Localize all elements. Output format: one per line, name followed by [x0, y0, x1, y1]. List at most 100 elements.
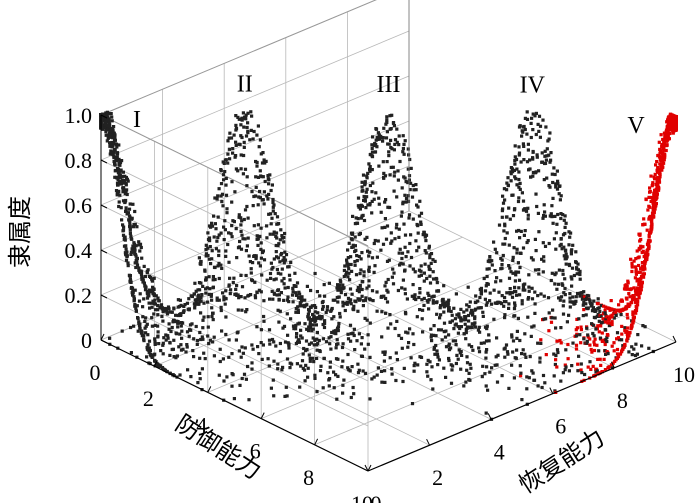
data-point-IV — [507, 302, 511, 306]
data-point-IV — [507, 243, 511, 247]
data-point-IV — [459, 325, 463, 329]
data-point-IV — [561, 304, 565, 308]
data-point-III — [419, 264, 423, 268]
data-point-III — [365, 286, 369, 290]
box-top-edge-left — [100, 0, 377, 116]
data-point-II — [244, 113, 248, 117]
data-point-V — [674, 115, 678, 119]
data-point-II — [207, 275, 211, 279]
data-point-IV — [489, 302, 494, 306]
data-point-IV — [518, 236, 522, 240]
data-point-IV — [539, 341, 543, 345]
data-point-II — [282, 256, 286, 260]
data-point-I — [111, 144, 115, 148]
data-point-III — [431, 299, 435, 303]
data-point-II — [251, 347, 255, 351]
data-point-IV — [585, 341, 589, 345]
data-point-III — [379, 248, 383, 252]
data-point-III — [428, 267, 432, 272]
data-point-III — [383, 352, 387, 356]
data-point-IV — [560, 247, 564, 251]
data-point-IV — [592, 308, 596, 312]
data-point-II — [207, 292, 211, 296]
data-point-IV — [513, 285, 517, 289]
data-point-I — [140, 330, 144, 334]
data-point-IV — [514, 157, 519, 162]
data-point-II — [132, 324, 136, 328]
data-point-II — [277, 297, 281, 301]
data-point-IV — [429, 335, 433, 339]
data-point-V — [633, 276, 637, 280]
data-point-II — [314, 318, 318, 322]
data-point-II — [274, 277, 278, 281]
data-point-II — [248, 260, 252, 264]
data-point-V — [608, 316, 612, 320]
data-point-I — [116, 178, 120, 182]
data-point-V — [664, 148, 668, 153]
data-point-IV — [528, 158, 532, 162]
data-point-V — [629, 257, 633, 261]
data-point-IV — [474, 294, 478, 298]
data-point-II — [275, 215, 280, 219]
data-point-III — [376, 239, 380, 243]
data-point-IV — [515, 229, 519, 233]
data-point-V — [655, 168, 659, 172]
data-point-IV — [465, 355, 469, 359]
data-point-III — [363, 197, 367, 201]
data-point-IV — [484, 303, 488, 307]
data-point-V — [639, 288, 643, 292]
data-point-III — [392, 124, 396, 128]
data-point-I — [120, 178, 124, 182]
data-point-IV — [588, 360, 592, 364]
data-point-V — [601, 317, 605, 321]
data-point-III — [395, 140, 399, 144]
data-point-III — [372, 241, 376, 246]
data-point-I — [153, 342, 157, 346]
data-point-III — [430, 365, 434, 369]
data-point-V — [647, 195, 651, 199]
data-point-II — [329, 347, 333, 351]
data-point-I — [113, 138, 117, 142]
data-point-I — [115, 176, 119, 180]
data-point-V — [639, 244, 643, 248]
data-point-I — [176, 325, 180, 329]
data-point-II — [279, 291, 283, 295]
data-point-IV — [506, 352, 510, 356]
data-point-IV — [536, 384, 540, 388]
data-point-IV — [492, 240, 496, 244]
data-point-III — [315, 330, 319, 335]
data-point-III — [371, 135, 375, 139]
data-point-IV — [558, 298, 562, 302]
data-point-I — [131, 225, 136, 229]
data-point-V — [610, 320, 614, 324]
data-point-III — [332, 386, 336, 390]
data-point-III — [285, 357, 290, 361]
data-point-II — [255, 133, 259, 137]
data-point-I — [152, 312, 156, 316]
data-point-V — [658, 175, 662, 179]
data-point-III — [327, 384, 331, 388]
data-point-III — [318, 349, 322, 354]
data-point-IV — [534, 249, 538, 253]
data-point-II — [212, 235, 216, 239]
data-point-II — [297, 340, 301, 344]
data-point-IV — [449, 381, 454, 385]
data-point-IV — [511, 255, 515, 259]
data-point-III — [426, 300, 430, 304]
data-point-III — [477, 346, 481, 350]
data-point-III — [360, 287, 364, 292]
data-point-V — [602, 304, 606, 308]
data-point-III — [402, 366, 406, 370]
data-point-III — [412, 342, 416, 347]
data-point-IV — [527, 285, 531, 289]
data-point-II — [232, 133, 236, 137]
data-point-III — [339, 291, 343, 295]
data-point-III — [436, 289, 441, 293]
z-tick-label: 0.8 — [65, 148, 93, 173]
z-tick-mark — [100, 294, 108, 299]
data-point-III — [395, 319, 399, 323]
data-point-V — [586, 335, 590, 339]
data-point-III — [356, 362, 360, 366]
data-point-IV — [551, 308, 555, 312]
data-point-III — [432, 277, 436, 281]
